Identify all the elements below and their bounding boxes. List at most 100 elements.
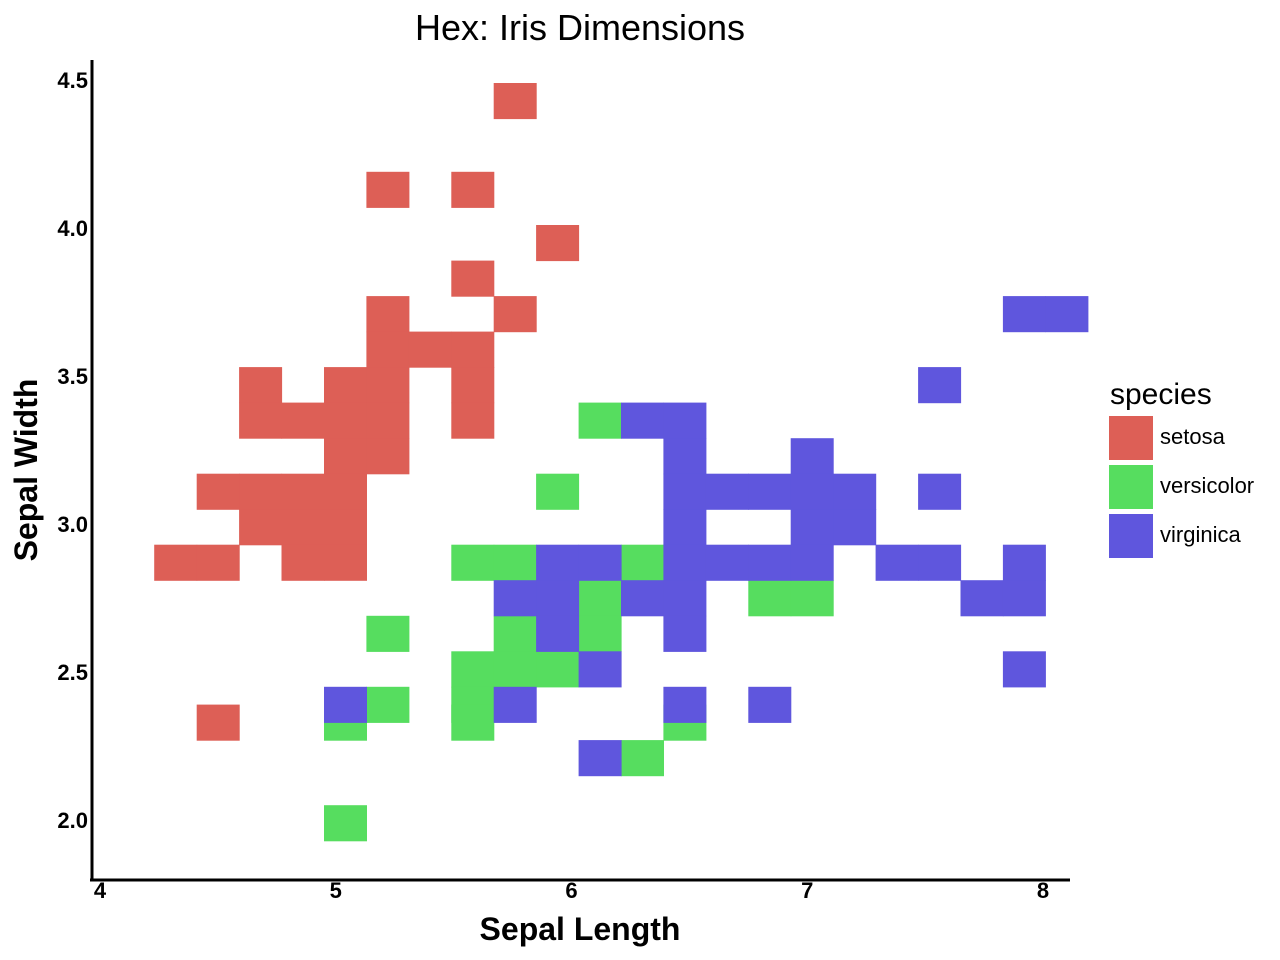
virginica-bin-cell [790,438,834,475]
virginica-bin-cell [790,544,834,581]
virginica-bin-cell [324,686,367,723]
y-axis-title: Sepal Width [8,379,44,562]
setosa-bin-cell [451,367,495,404]
virginica-bin-cell [705,544,749,581]
virginica-bin-cell [918,367,962,404]
virginica-bin-cell [663,580,707,617]
virginica-bin-cell [578,651,622,688]
virginica-bin-cell [833,509,877,546]
setosa-bin-cell [324,402,367,439]
setosa-bin-cell [239,367,283,404]
x-tick-label: 7 [801,878,813,903]
virginica-bin-cell [1002,580,1046,617]
setosa-bin-cell [196,473,240,510]
legend-swatch-versicolor [1109,465,1153,509]
virginica-bin-cell [663,544,707,581]
setosa-bin-cell [281,402,325,439]
virginica-bin-cell [493,686,537,723]
setosa-bin-cell [239,402,283,439]
virginica-bin-cell [621,402,664,439]
virginica-bin-cell [1045,296,1089,333]
setosa-bin-cell [324,544,367,581]
virginica-bin-cell [748,473,792,510]
setosa-bin-cell [366,171,410,208]
virginica-bin-cell [536,615,580,652]
x-tick-label: 5 [330,878,342,903]
y-tick-label: 4.5 [57,68,88,93]
setosa-bin-cell [493,83,537,120]
setosa-bin-cell [324,438,367,475]
virginica-bin-cell [748,686,792,723]
bin-cells [154,83,1089,842]
setosa-bin-cell [366,296,410,333]
versicolor-bin-cell [324,805,367,842]
virginica-bin-cell [833,473,877,510]
setosa-bin-cell [451,171,495,208]
setosa-bin-cell [324,509,367,546]
versicolor-bin-cell [578,580,622,617]
versicolor-bin-cell [748,580,792,617]
virginica-bin-cell [663,615,707,652]
setosa-bin-cell [408,331,452,368]
setosa-bin-cell [366,402,410,439]
setosa-bin-cell [451,260,495,297]
virginica-bin-cell [663,686,707,723]
setosa-bin-cell [451,331,495,368]
chart-title: Hex: Iris Dimensions [415,7,745,48]
y-axis-ticks: 2.0 2.5 3.0 3.5 4.0 4.5 [57,68,88,833]
legend-label-virginica: virginica [1160,522,1241,547]
setosa-bin-cell [239,473,283,510]
virginica-bin-cell [705,473,749,510]
versicolor-bin-cell [536,473,580,510]
virginica-bin-cell [918,473,962,510]
virginica-bin-cell [536,544,580,581]
setosa-bin-cell [366,438,410,475]
versicolor-bin-cell [451,651,495,688]
setosa-bin-cell [366,367,410,404]
virginica-bin-cell [578,544,622,581]
y-tick-label: 2.5 [57,660,88,685]
x-axis-ticks: 4 5 6 7 8 [94,878,1049,903]
virginica-bin-cell [1002,296,1046,333]
virginica-bin-cell [621,580,664,617]
y-tick-label: 3.0 [57,512,88,537]
virginica-bin-cell [960,580,1004,617]
virginica-bin-cell [875,544,919,581]
virginica-bin-cell [578,740,622,777]
setosa-bin-cell [324,473,367,510]
versicolor-bin-cell [366,615,410,652]
versicolor-bin-cell [790,580,834,617]
virginica-bin-cell [918,544,962,581]
setosa-bin-cell [239,509,283,546]
setosa-bin-cell [281,473,325,510]
y-tick-label: 2.0 [57,808,88,833]
versicolor-bin-cell [493,651,537,688]
virginica-bin-cell [493,580,537,617]
y-tick-label: 3.5 [57,364,88,389]
legend-swatch-virginica [1109,514,1153,558]
virginica-bin-cell [1002,651,1046,688]
setosa-bin-cell [366,331,410,368]
setosa-bin-cell [493,296,537,333]
x-tick-label: 6 [565,878,577,903]
versicolor-bin-cell [451,704,495,741]
versicolor-bin-cell [536,651,580,688]
virginica-bin-cell [663,402,707,439]
virginica-bin-cell [790,509,834,546]
x-tick-label: 4 [94,878,107,903]
versicolor-bin-cell [578,615,622,652]
setosa-bin-cell [324,367,367,404]
setosa-bin-cell [536,225,580,262]
legend: species setosa versicolor virginica [1109,378,1254,558]
virginica-bin-cell [663,473,707,510]
setosa-bin-cell [281,509,325,546]
virginica-bin-cell [790,473,834,510]
virginica-bin-cell [663,509,707,546]
setosa-bin-cell [451,402,495,439]
legend-title: species [1110,378,1212,411]
virginica-bin-cell [663,438,707,475]
legend-label-setosa: setosa [1160,424,1226,449]
versicolor-bin-cell [493,615,537,652]
x-tick-label: 8 [1037,878,1049,903]
